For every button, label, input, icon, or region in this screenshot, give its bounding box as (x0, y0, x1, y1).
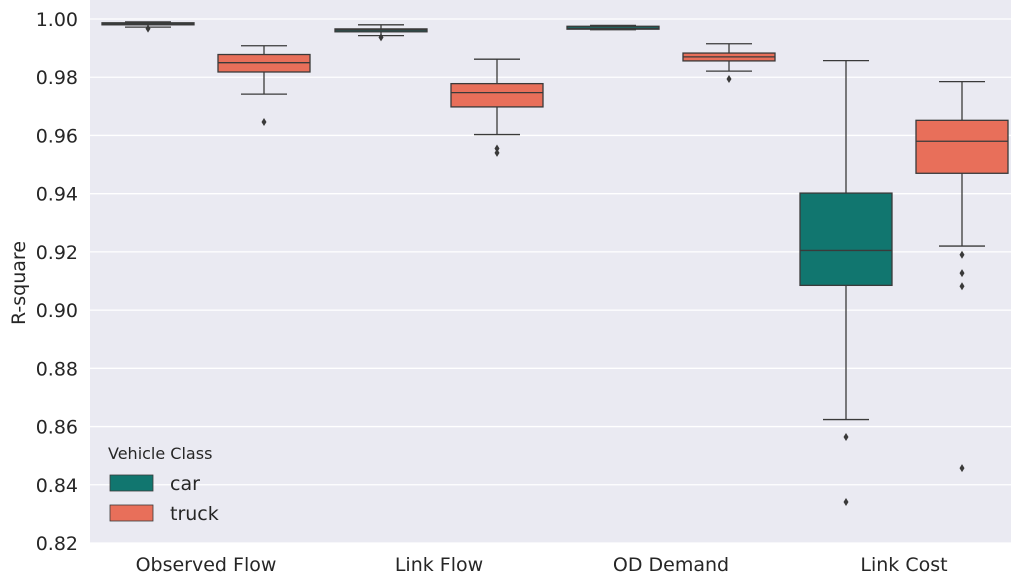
legend-title: Vehicle Class (108, 444, 212, 463)
box-group (101, 21, 1009, 506)
y-tick-label: 1.00 (36, 9, 78, 31)
legend-swatch-truck (109, 504, 154, 522)
box-car-2 (566, 24, 660, 31)
legend: Vehicle Class car truck (108, 444, 219, 525)
outlier-point (378, 33, 384, 42)
y-tick-label: 0.96 (36, 125, 78, 147)
y-tick-label: 0.82 (36, 533, 78, 555)
outlier-point (726, 74, 732, 83)
x-tick-label: Observed Flow (136, 554, 277, 576)
y-tick-label: 0.92 (36, 242, 78, 264)
box-car-0 (101, 21, 195, 33)
box-iqr (799, 192, 893, 287)
y-axis-title: R-square (8, 241, 30, 325)
y-tick-label: 0.98 (36, 67, 78, 89)
legend-label-car: car (170, 473, 200, 495)
box-truck-3 (915, 80, 1009, 473)
y-tick-label: 0.94 (36, 184, 78, 206)
box-truck-0 (217, 45, 311, 127)
outlier-point (494, 148, 500, 157)
x-tick-label: OD Demand (613, 554, 729, 576)
y-axis-ticks: 0.82 0.84 0.86 0.88 0.90 0.92 0.94 0.96 0.98 1.00 (36, 9, 78, 555)
outlier-point (959, 250, 965, 259)
legend-label-truck: truck (170, 503, 219, 525)
outlier-point (494, 144, 500, 153)
box-truck-2 (682, 43, 776, 83)
outlier-point (145, 24, 151, 33)
outlier-point (959, 269, 965, 278)
legend-swatch-car (109, 474, 154, 492)
y-tick-label: 0.90 (36, 300, 78, 322)
box-iqr (915, 119, 1009, 174)
y-tick-label: 0.88 (36, 358, 78, 380)
outlier-point (843, 433, 849, 442)
y-tick-label: 0.86 (36, 417, 78, 439)
x-tick-label: Link Cost (860, 554, 947, 576)
outlier-point (959, 464, 965, 473)
box-car-1 (334, 24, 428, 42)
outlier-point (959, 282, 965, 291)
y-tick-label: 0.84 (36, 475, 78, 497)
x-axis-ticks: Observed Flow Link Flow OD Demand Link Cost (136, 554, 948, 576)
outlier-point (261, 118, 267, 127)
box-truck-1 (450, 58, 544, 157)
box-car-3 (799, 59, 893, 506)
box-iqr (450, 82, 544, 108)
outlier-point (843, 497, 849, 506)
x-tick-label: Link Flow (395, 554, 483, 576)
